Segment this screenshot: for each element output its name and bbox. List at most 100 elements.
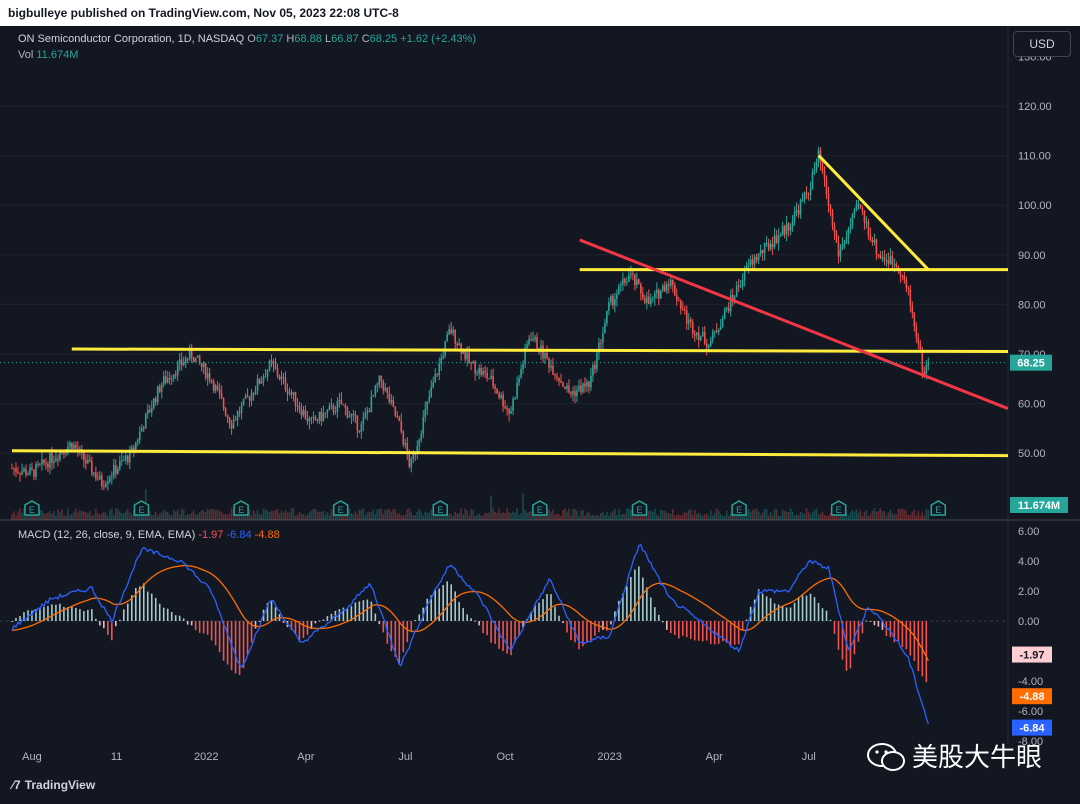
volume-bar (845, 512, 848, 520)
price-axis-label: 120.00 (1018, 101, 1052, 113)
volume-bar (55, 515, 57, 520)
volume-bar (316, 511, 319, 520)
volume-bar (378, 508, 381, 520)
volume-bar (705, 513, 708, 520)
macd-hist-bar (705, 621, 708, 641)
volume-bar (925, 508, 928, 520)
candle-body (316, 420, 319, 422)
candle-body (592, 365, 594, 376)
volume-bar (356, 514, 359, 520)
macd-hist-bar (55, 604, 57, 621)
candle-body (322, 413, 325, 421)
currency-button[interactable]: USD (1013, 31, 1071, 57)
footer-bar (0, 770, 1080, 804)
volume-bar (745, 513, 748, 520)
macd-hist-bar (35, 609, 37, 621)
candle-body (803, 192, 806, 200)
macd-hist-bar (154, 597, 157, 621)
macd-hist-bar (79, 609, 81, 621)
macd-hist-bar (693, 621, 696, 641)
macd-hist-bar (534, 605, 536, 621)
volume-bar (270, 510, 273, 520)
macd-hist-bar (142, 583, 145, 621)
volume-bar (923, 515, 926, 520)
candle-body (107, 481, 109, 484)
candle-body (406, 443, 409, 455)
candle-body (220, 393, 223, 399)
candle-body (749, 259, 752, 265)
candle-body (658, 289, 660, 299)
candle-body (508, 409, 510, 414)
candle-body (410, 459, 413, 467)
price-axis-label: 90.00 (1018, 250, 1046, 262)
candle-body (927, 362, 930, 365)
candle-body (757, 253, 760, 261)
candle-body (809, 189, 812, 195)
volume-bar (160, 512, 163, 520)
candle-body (278, 375, 281, 380)
candle-body (817, 150, 820, 161)
macd-hist-bar (310, 621, 313, 630)
volume-bar (81, 510, 83, 520)
macd-hist-bar (490, 621, 492, 643)
volume-bar (196, 514, 199, 520)
macd-hist-bar (586, 621, 588, 643)
candle-body (777, 236, 780, 243)
macd-hist-bar (462, 608, 464, 621)
volume-bar (614, 508, 616, 520)
macd-hist-bar (474, 620, 476, 622)
candle-body (490, 375, 492, 379)
volume-bar (87, 513, 89, 520)
candle-body (420, 433, 423, 440)
macd-hist-bar (650, 597, 652, 621)
macd-hist-bar (502, 621, 504, 652)
candle-body (598, 342, 600, 353)
candle-body (656, 289, 658, 294)
symbol-name[interactable]: ON Semiconductor Corporation, 1D, NASDAQ (18, 33, 245, 45)
price-axis-label: 100.00 (1018, 200, 1052, 212)
earnings-label: E (836, 505, 842, 515)
macd-hist-bar (845, 621, 848, 671)
candle-body (282, 376, 285, 379)
candle-body (837, 242, 840, 257)
volume-bar (713, 512, 716, 520)
volume-bar (821, 511, 824, 520)
candle-body (97, 478, 99, 480)
macd-hist-bar (901, 621, 904, 648)
candle-body (612, 296, 614, 306)
candle-body (646, 296, 648, 303)
macd-legend[interactable]: MACD (12, 26, close, 9, EMA, EMA) -1.97 … (18, 529, 280, 541)
candle-body (394, 406, 397, 416)
volume-bar (849, 512, 852, 520)
symbol-legend[interactable]: ON Semiconductor Corporation, 1D, NASDAQ… (18, 33, 476, 45)
volume-bar (582, 509, 584, 520)
watermark-text: 美股大牛眼 (912, 743, 1043, 773)
candle-body (524, 347, 526, 364)
candle-body (911, 305, 914, 313)
volume-legend[interactable]: Vol 11.674M (18, 49, 78, 61)
candle-body (210, 381, 213, 383)
volume-bar (518, 515, 520, 520)
candle-body (61, 452, 63, 454)
tradingview-logo[interactable]: ⁄7 TradingView (12, 778, 95, 792)
candle-body (534, 337, 536, 340)
candle-body (699, 336, 702, 341)
volume-bar (418, 508, 421, 520)
candle-body (418, 439, 421, 447)
candle-body (729, 294, 732, 312)
macd-label[interactable]: MACD (12, 26, close, 9, EMA, EMA) (18, 529, 196, 541)
candle-body (402, 431, 405, 445)
volume-bar (200, 510, 203, 520)
candle-body (232, 419, 235, 429)
chart-canvas[interactable]: E E E E E E E E E E130.00120.00110.00100.0090.008… (0, 26, 1080, 770)
candle-body (264, 376, 267, 378)
volume-bar (470, 509, 472, 520)
macd-hist-bar (406, 621, 409, 643)
macd-hist-bar (194, 621, 197, 631)
volume-bar (156, 515, 159, 520)
volume-bar (382, 513, 385, 520)
price-axis-label: 80.00 (1018, 299, 1046, 311)
volume-bar (795, 514, 798, 520)
candle-body (869, 235, 872, 240)
volume-bar (374, 514, 377, 520)
